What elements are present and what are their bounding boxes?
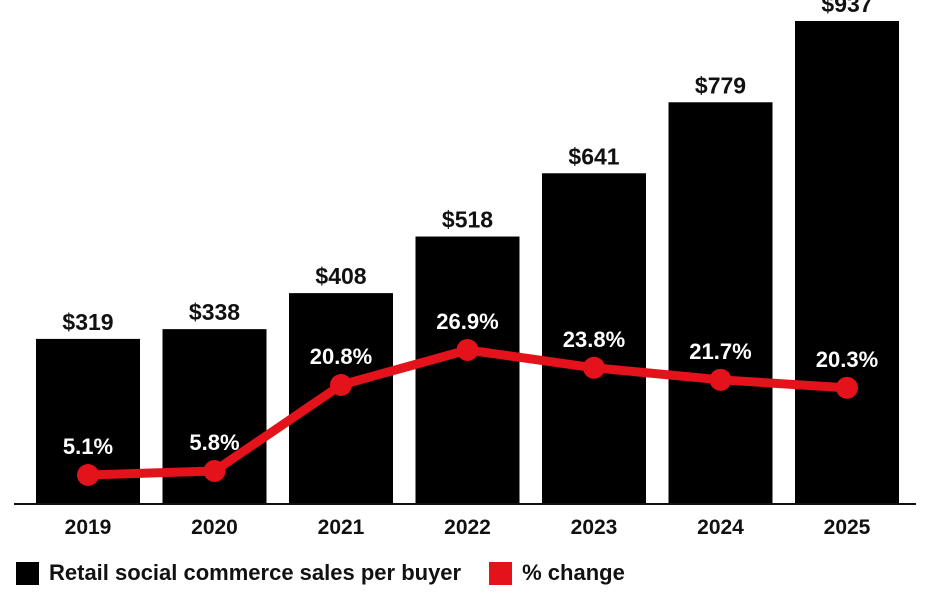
change-value-label-2022: 26.9%: [436, 309, 498, 334]
change-value-label-2025: 20.3%: [816, 347, 878, 372]
bar-value-label-2020: $338: [189, 299, 240, 325]
change-value-label-2024: 21.7%: [689, 339, 751, 364]
change-value-label-2019: 5.1%: [63, 434, 113, 459]
bar-value-label-2024: $779: [695, 72, 746, 98]
legend-item-sales: Retail social commerce sales per buyer: [16, 560, 461, 586]
legend-label-sales: Retail social commerce sales per buyer: [49, 560, 462, 585]
bar-value-label-2023: $641: [568, 143, 619, 169]
legend-item-change: % change: [489, 560, 625, 586]
x-tick-label-2025: 2025: [824, 516, 871, 539]
bar-2022: [415, 236, 520, 504]
legend-swatch-sales: [16, 561, 39, 585]
x-tick-label-2024: 2024: [697, 516, 744, 539]
x-tick-label-2022: 2022: [444, 516, 491, 539]
bar-2023: [542, 173, 646, 503]
bar-value-label-2025: $937: [821, 0, 872, 17]
bar-value-label-2021: $408: [315, 263, 366, 289]
change-value-label-2021: 20.8%: [310, 344, 372, 369]
legend-swatch-change: [489, 561, 513, 585]
change-point-2022: [456, 339, 479, 361]
legend-label-change: % change: [522, 560, 625, 585]
x-tick-label-2020: 2020: [191, 516, 238, 539]
x-tick-label-2021: 2021: [318, 516, 365, 539]
change-value-label-2023: 23.8%: [563, 327, 625, 352]
change-point-2024: [709, 368, 732, 391]
change-point-2020: [203, 459, 226, 482]
change-point-2023: [583, 356, 605, 379]
x-tick-label-2023: 2023: [571, 516, 618, 539]
bar-value-label-2022: $518: [442, 207, 493, 233]
bar-2025: [795, 21, 899, 503]
legend: Retail social commerce sales per buyer %…: [16, 560, 653, 586]
change-value-label-2020: 5.8%: [189, 430, 239, 455]
change-point-2021: [330, 373, 352, 396]
change-point-2025: [836, 376, 858, 399]
bar-value-label-2019: $319: [62, 309, 113, 335]
x-tick-label-2019: 2019: [65, 516, 112, 539]
bar-2021: [289, 293, 393, 503]
bar-2024: [668, 102, 773, 503]
change-point-2019: [77, 464, 99, 486]
